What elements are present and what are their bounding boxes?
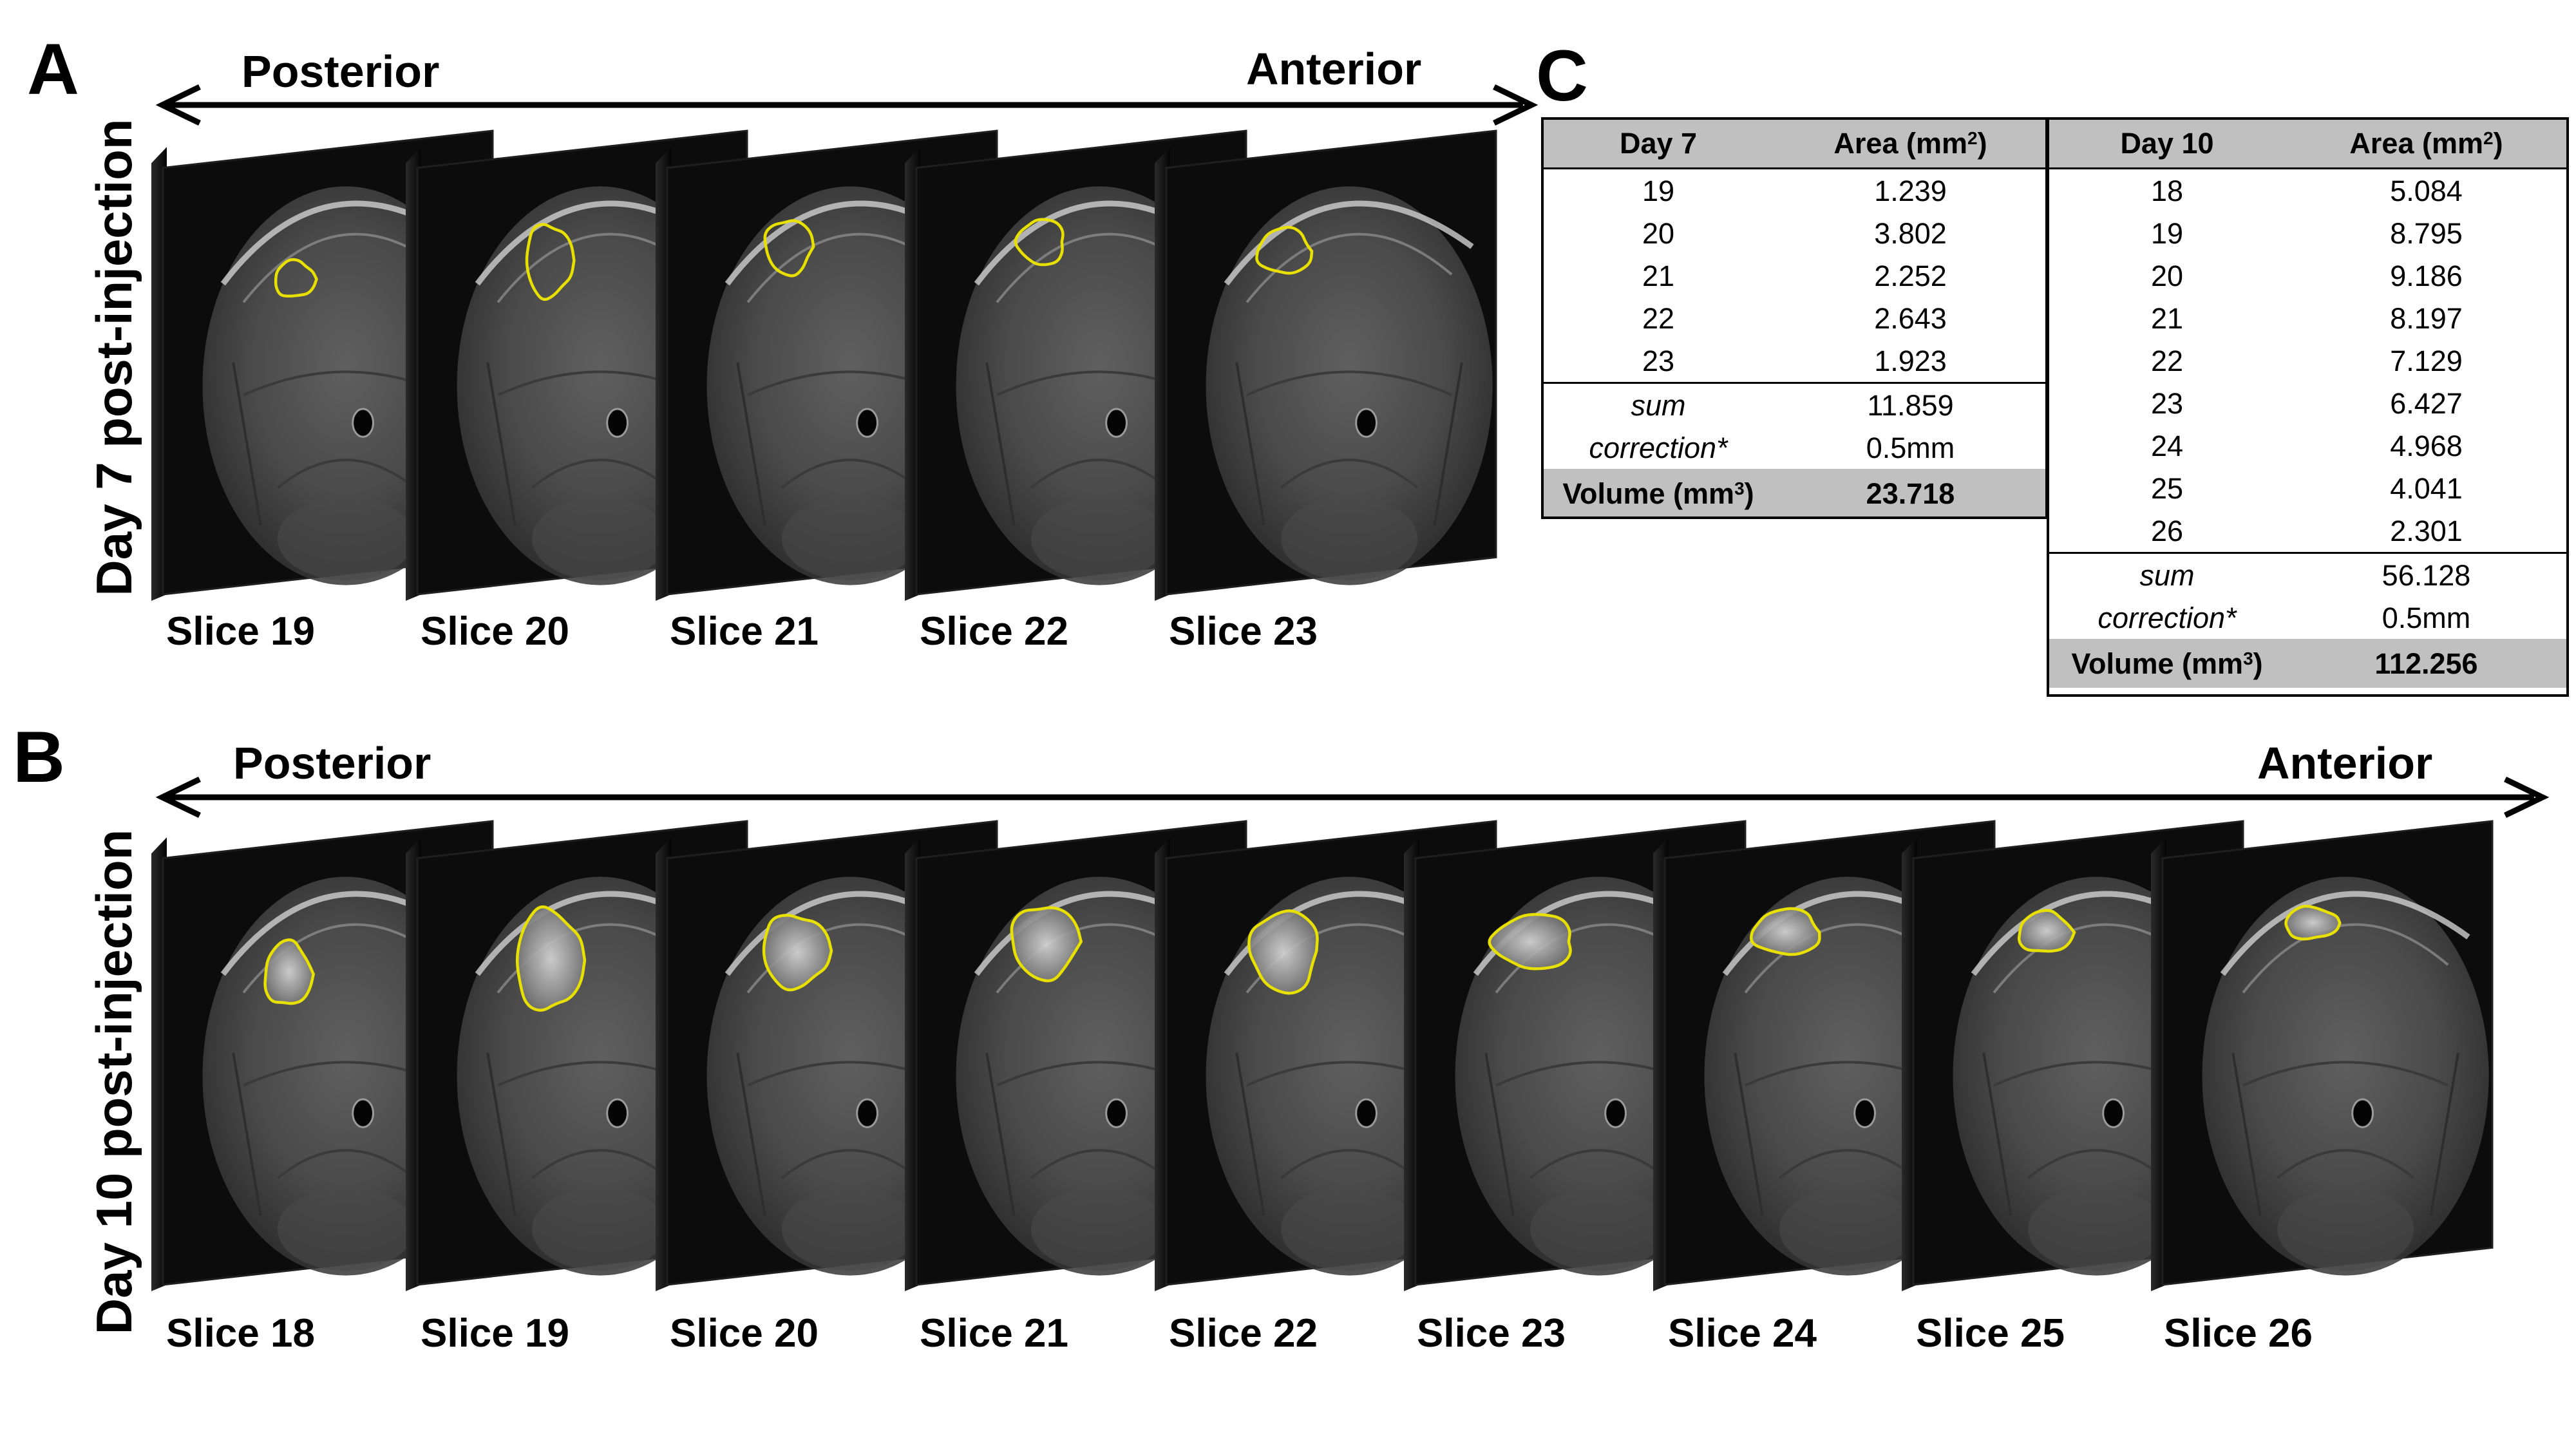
day10-row: 22 7.129 <box>2048 339 2566 382</box>
day10-row: 24 4.968 <box>2048 424 2566 467</box>
day10-slice-caption: Slice 20 <box>670 1311 819 1356</box>
day10-slice-caption: Slice 19 <box>421 1311 569 1356</box>
day7-mri-slice <box>1155 129 1497 601</box>
day7-row: 19 1.239 <box>1542 169 2047 213</box>
day10-sum-label: sum <box>2048 552 2286 596</box>
day7-slice-cell: 20 <box>1642 216 1675 250</box>
day7-sum-value: 11.859 <box>1774 382 2047 426</box>
day10-area-cell: 4.041 <box>2390 471 2463 505</box>
day10-volume-table: Day 10 Area (mm2) 18 5.084 19 8.795 20 9.186 2… <box>2048 118 2566 688</box>
panel-a-posterior-label: Posterior <box>242 46 440 97</box>
day10-table-header: Day 10 Area (mm2) <box>2048 118 2566 169</box>
day7-area-cell: 1.923 <box>1874 344 1947 377</box>
day10-sum-value: 56.128 <box>2286 552 2566 596</box>
day7-correction-value: 0.5mm <box>1866 431 1955 464</box>
day7-area-cell: 1.239 <box>1874 174 1947 207</box>
day7-correction-row: correction* 0.5mm <box>1542 426 2047 469</box>
day10-area-cell: 6.427 <box>2390 386 2463 420</box>
day10-sum-row: sum 56.128 <box>2048 552 2566 596</box>
day10-row: 19 8.795 <box>2048 212 2566 254</box>
day7-area-cell: 2.252 <box>1874 259 1947 292</box>
day7-volume-table: Day 7 Area (mm2) 19 1.239 20 3.802 21 2.252 22… <box>1542 118 2047 518</box>
day7-volume-row: Volume (mm3) 23.718 <box>1542 469 2047 518</box>
day10-volume-value: 112.256 <box>2286 639 2566 688</box>
day7-row: 23 1.923 <box>1542 339 2047 383</box>
day10-row: 21 8.197 <box>2048 297 2566 339</box>
day10-area-cell: 4.968 <box>2390 429 2463 462</box>
day10-correction-value: 0.5mm <box>2382 601 2471 634</box>
day7-slice-cell: 21 <box>1642 259 1675 292</box>
panel-b-anterior-label: Anterior <box>2257 738 2433 788</box>
panel-a-direction-arrow <box>155 84 1539 126</box>
day7-slice-caption: Slice 23 <box>1169 609 1318 654</box>
day10-header-area: Area (mm2) <box>2286 118 2566 169</box>
day10-row: 23 6.427 <box>2048 382 2566 424</box>
day10-volume-label: Volume (mm3) <box>2048 639 2286 688</box>
panel-a-anterior-label: Anterior <box>1246 44 1422 94</box>
day10-slice-caption: Slice 24 <box>1668 1311 1817 1356</box>
day10-slice-cell: 22 <box>2150 344 2184 377</box>
day10-slice-cell: 24 <box>2150 429 2184 462</box>
day10-area-cell: 8.197 <box>2390 301 2463 335</box>
day7-slice-cell: 22 <box>1642 301 1675 335</box>
day10-row: 18 5.084 <box>2048 169 2566 213</box>
day7-row: 20 3.802 <box>1542 212 2047 254</box>
day7-area-cell: 3.802 <box>1874 216 1947 250</box>
day7-slice-caption: Slice 19 <box>166 609 315 654</box>
day10-correction-row: correction* 0.5mm <box>2048 596 2566 639</box>
day7-row: 22 2.643 <box>1542 297 2047 339</box>
day10-slice-cell: 19 <box>2150 216 2184 250</box>
day10-slice-cell: 21 <box>2150 301 2184 335</box>
day7-volume-value: 23.718 <box>1774 469 2047 518</box>
day10-slice-caption: Slice 26 <box>2164 1311 2313 1356</box>
day10-slice-cell: 20 <box>2150 259 2184 292</box>
day10-area-cell: 2.301 <box>2390 514 2463 547</box>
day7-area-cell: 2.643 <box>1874 301 1947 335</box>
day7-slice-cell: 19 <box>1642 174 1675 207</box>
day10-slice-cell: 25 <box>2150 471 2184 505</box>
panel-b-posterior-label: Posterior <box>233 738 431 788</box>
day10-slice-cell: 26 <box>2150 514 2184 547</box>
day7-volume-label: Volume (mm3) <box>1542 469 1774 518</box>
day7-correction-label: correction* <box>1589 431 1728 464</box>
day7-row: 21 2.252 <box>1542 254 2047 297</box>
day7-table-header: Day 7 Area (mm2) <box>1542 118 2047 169</box>
day10-volume-row: Volume (mm3) 112.256 <box>2048 639 2566 688</box>
day7-header-area: Area (mm2) <box>1774 118 2047 169</box>
day10-slice-cell: 18 <box>2150 174 2184 207</box>
day7-side-label: Day 7 post-injection <box>86 118 142 596</box>
day7-sum-row: sum 11.859 <box>1542 382 2047 426</box>
day7-slice-caption: Slice 22 <box>920 609 1068 654</box>
panel-label-b: B <box>13 717 65 797</box>
day10-slice-caption: Slice 22 <box>1169 1311 1318 1356</box>
day10-row: 26 2.301 <box>2048 509 2566 553</box>
day10-slice-caption: Slice 21 <box>920 1311 1068 1356</box>
day10-area-cell: 7.129 <box>2390 344 2463 377</box>
day10-area-cell: 9.186 <box>2390 259 2463 292</box>
day10-header-slice: Day 10 <box>2048 118 2286 169</box>
panel-label-a: A <box>27 29 79 109</box>
day10-correction-label: correction* <box>2098 601 2237 634</box>
day10-slice-caption: Slice 25 <box>1916 1311 2065 1356</box>
day10-side-label: Day 10 post-injection <box>86 829 142 1335</box>
panel-label-c: C <box>1536 35 1588 116</box>
panel-b-direction-arrow <box>155 776 2550 819</box>
day7-slice-caption: Slice 21 <box>670 609 819 654</box>
day10-slice-cell: 23 <box>2150 386 2184 420</box>
day10-area-cell: 5.084 <box>2390 174 2463 207</box>
day10-area-cell: 8.795 <box>2390 216 2463 250</box>
day10-row: 25 4.041 <box>2048 467 2566 509</box>
day10-mri-slice <box>2151 820 2494 1291</box>
day7-slice-cell: 23 <box>1642 344 1675 377</box>
day7-slice-caption: Slice 20 <box>421 609 569 654</box>
day10-row: 20 9.186 <box>2048 254 2566 297</box>
day7-sum-label: sum <box>1542 382 1774 426</box>
day10-slice-caption: Slice 23 <box>1417 1311 1566 1356</box>
day10-slice-caption: Slice 18 <box>166 1311 315 1356</box>
day7-header-slice: Day 7 <box>1542 118 1774 169</box>
